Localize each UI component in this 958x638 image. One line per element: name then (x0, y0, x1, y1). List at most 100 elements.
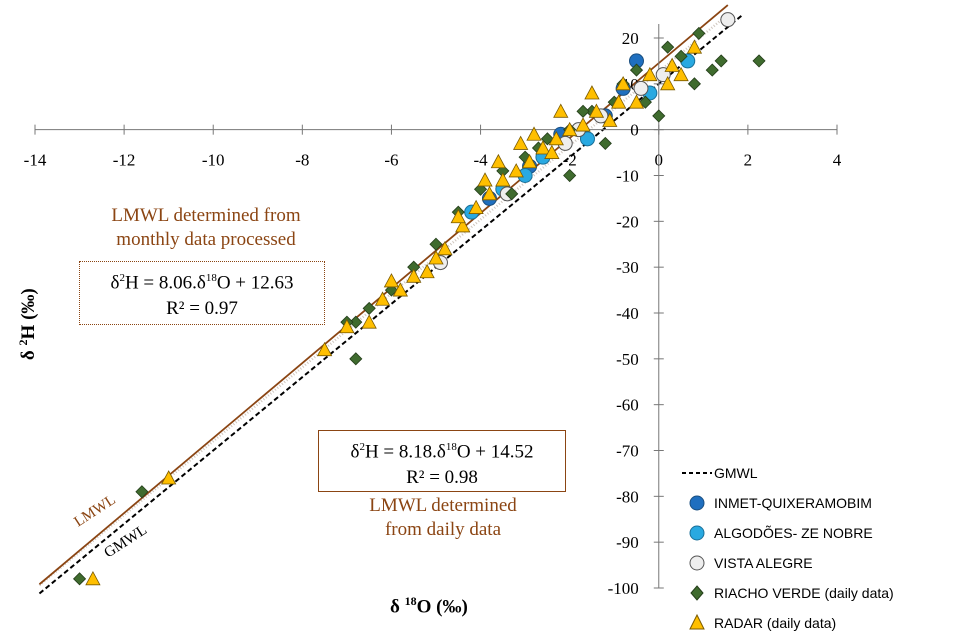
data-point (72, 572, 87, 586)
data-point (692, 26, 706, 40)
data-point (579, 131, 595, 147)
daily-equation: δ2H = 8.18.δ18O + 14.52 (350, 441, 534, 463)
axes: -14 -12 -10 -8 -6 -4 -2 0 2 42010-10-20-30-40-50-… (24, 24, 842, 598)
data-point (490, 153, 507, 169)
data-point (419, 263, 435, 279)
legend-label-gmwl: GMWL (714, 465, 758, 481)
x-axis-label: δ 18O (‰) (390, 594, 468, 618)
legend-item-inmet: INMET-QUIXERAMOBIM (680, 488, 894, 518)
x-tick-label: 0 (655, 151, 664, 170)
data-point (406, 268, 422, 283)
legend-item-algodoes: ALGODÕES- ZE NOBRE (680, 518, 894, 548)
data-point (455, 218, 471, 233)
data-point (576, 104, 590, 118)
data-point (508, 163, 524, 178)
data-point (652, 109, 666, 123)
y-axis-label: δ 2H (‰) (15, 288, 40, 361)
data-point (615, 75, 631, 91)
legend-label-riacho-verde: RIACHO VERDE (daily data) (714, 585, 894, 601)
data-point (535, 140, 551, 155)
legend-diamond-icon (690, 585, 704, 601)
data-point (661, 40, 675, 54)
data-point (561, 121, 578, 137)
data-point (752, 54, 766, 68)
x-tick-label: -14 (24, 151, 47, 170)
data-point (383, 273, 400, 288)
data-point (349, 352, 363, 366)
data-point (553, 103, 569, 118)
data-point (548, 130, 564, 146)
legend-dashed-line-icon (682, 472, 712, 474)
y-tick-label: -90 (616, 533, 639, 552)
x-tick-label: -8 (295, 151, 309, 170)
data-point (687, 77, 701, 91)
y-tick-label: -60 (616, 396, 639, 415)
data-point (673, 66, 689, 82)
data-point (495, 172, 511, 187)
legend: GMWL INMET-QUIXERAMOBIM ALGODÕES- ZE NOB… (680, 458, 894, 638)
legend-label-inmet: INMET-QUIXERAMOBIM (714, 495, 872, 511)
data-point (135, 485, 149, 499)
data-point (642, 66, 658, 82)
data-point (361, 314, 377, 329)
x-tick-label: -2 (563, 151, 577, 170)
data-point (544, 144, 560, 159)
daily-annotation-line2: from daily data (384, 519, 502, 540)
data-point (316, 341, 333, 357)
y-tick-label: -50 (616, 350, 639, 369)
data-point (526, 126, 542, 141)
legend-circle-icon (689, 495, 705, 511)
data-point (674, 49, 688, 63)
legend-circle-icon (689, 525, 705, 541)
daily-equation-box: δ2H = 8.18.δ18O + 14.52 R² = 0.98 (318, 430, 566, 492)
monthly-lmwl-annotation: LMWL determined from monthly data proces… (80, 204, 332, 252)
data-point (437, 240, 453, 256)
daily-r2: R² = 0.98 (406, 467, 478, 489)
data-point (705, 63, 719, 77)
legend-label-vista-alegre: VISTA ALEGRE (714, 555, 813, 571)
legend-label-algodoes: ALGODÕES- ZE NOBRE (714, 525, 873, 541)
monthly-annotation-line2: monthly data processed (116, 229, 296, 250)
data-point (664, 57, 680, 72)
data-point (512, 135, 529, 150)
x-tick-label: -10 (202, 151, 225, 170)
data-point (563, 168, 577, 183)
data-point (160, 470, 177, 485)
data-point (611, 94, 627, 109)
data-point (633, 80, 649, 96)
daily-annotation-line1: LMWL determined (369, 495, 517, 516)
y-tick-label: -40 (616, 304, 639, 323)
data-point (714, 54, 728, 68)
legend-item-radar: RADAR (daily data) (680, 608, 894, 638)
x-tick-label: -4 (473, 151, 488, 170)
x-tick-label: -12 (113, 151, 136, 170)
data-point (505, 187, 519, 201)
data-point (602, 112, 618, 127)
monthly-equation: δ2H = 8.06.δ18O + 12.63 (110, 272, 294, 294)
data-point (450, 208, 466, 224)
data-point (720, 12, 736, 28)
data-point (686, 39, 703, 54)
data-point (468, 199, 484, 214)
y-tick-label: 0 (630, 121, 639, 140)
data-point (628, 94, 645, 109)
data-point (521, 153, 538, 169)
data-point (598, 136, 612, 150)
legend-label-radar: RADAR (daily data) (714, 615, 837, 631)
y-tick-label: -100 (608, 579, 639, 598)
x-tick-label: 4 (833, 151, 842, 170)
data-point (477, 172, 493, 187)
gmwl-line-label: GMWL (101, 522, 150, 561)
legend-item-gmwl: GMWL (680, 458, 894, 488)
y-tick-label: -80 (616, 487, 639, 506)
data-point (392, 282, 409, 297)
y-tick-label: -10 (616, 167, 639, 186)
data-point (374, 291, 391, 306)
y-tick-label: -20 (616, 212, 639, 231)
x-tick-label: -6 (384, 151, 398, 170)
data-point (584, 85, 600, 100)
data-point (429, 237, 443, 251)
monthly-annotation-line1: LMWL determined from (111, 205, 301, 226)
data-point (575, 117, 591, 132)
